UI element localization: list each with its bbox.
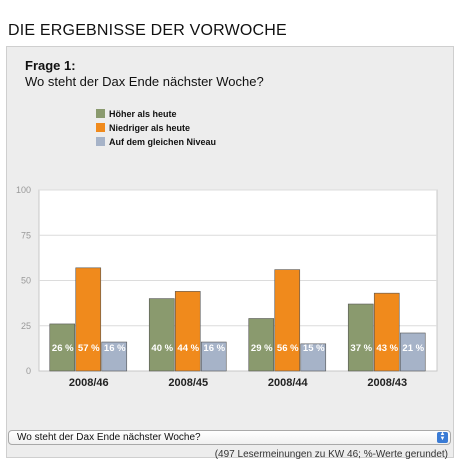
bar-chart: 0 25 50 75 100 26 % 57 % 16 % 2008/46 40 % 44 % 16 …	[16, 185, 438, 389]
bar-value-label: 21 %	[402, 343, 424, 354]
y-tick-label: 75	[21, 230, 31, 240]
legend-swatch-hoeher	[96, 109, 105, 118]
select-arrows-icon: ▲ ▼	[437, 431, 448, 443]
bar-gleich	[399, 332, 426, 372]
bar-niedriger	[174, 291, 201, 372]
legend-label-hoeher: Höher als heute	[109, 108, 177, 119]
bar-value-label: 37 %	[350, 343, 372, 354]
bar-hoeher	[148, 298, 175, 372]
bar-value-label: 26 %	[52, 343, 74, 354]
bar-value-label: 16 %	[203, 343, 225, 354]
y-tick-label: 0	[26, 366, 31, 376]
bar-value-label: 57 %	[78, 343, 100, 354]
bar-value-label: 43 %	[376, 343, 398, 354]
x-category-label: 2008/46	[69, 377, 109, 389]
x-category-label: 2008/45	[168, 377, 208, 389]
footnote: (497 Lesermeinungen zu KW 46; %-Werte ge…	[214, 449, 448, 460]
bar-value-label: 56 %	[277, 343, 299, 354]
bar-value-label: 16 %	[104, 343, 126, 354]
bar-hoeher	[49, 323, 76, 372]
page-title: DIE ERGEBNISSE DER VORWOCHE	[8, 22, 287, 39]
bar-gleich	[200, 341, 227, 372]
chart-legend: Höher als heute Niedriger als heute Auf …	[96, 107, 216, 149]
legend-label-gleich: Auf dem gleichen Niveau	[109, 136, 217, 147]
bar-gleich	[300, 343, 327, 372]
bar-value-label: 44 %	[177, 343, 199, 354]
y-tick-label: 100	[16, 185, 31, 195]
x-category-label: 2008/44	[268, 377, 309, 389]
y-tick-label: 50	[21, 276, 31, 286]
bar-hoeher	[248, 318, 275, 372]
bar-niedriger	[373, 292, 400, 372]
bar-value-label: 40 %	[151, 343, 173, 354]
legend-item-hoeher: Höher als heute	[96, 107, 216, 120]
bar-value-label: 15 %	[303, 343, 325, 354]
question-select-value: Wo steht der Dax Ende nächster Woche?	[17, 432, 201, 443]
question-select[interactable]: Wo steht der Dax Ende nächster Woche? ▲ ▼	[8, 430, 451, 445]
y-tick-label: 25	[21, 321, 31, 331]
legend-item-niedriger: Niedriger als heute	[96, 121, 216, 134]
legend-item-gleich: Auf dem gleichen Niveau	[96, 135, 216, 148]
question-text: Wo steht der Dax Ende nächster Woche?	[25, 74, 264, 89]
question-label: Frage 1:	[25, 58, 76, 73]
x-category-label: 2008/43	[367, 377, 407, 389]
bar-niedriger	[75, 267, 102, 372]
legend-swatch-niedriger	[96, 123, 105, 132]
poll-panel: Frage 1: Wo steht der Dax Ende nächster …	[6, 46, 454, 458]
bar-value-label: 29 %	[251, 343, 273, 354]
legend-label-niedriger: Niedriger als heute	[109, 122, 191, 133]
bar-hoeher	[347, 303, 374, 372]
bar-gleich	[101, 341, 128, 372]
legend-swatch-gleich	[96, 137, 105, 146]
bar-niedriger	[274, 269, 301, 372]
